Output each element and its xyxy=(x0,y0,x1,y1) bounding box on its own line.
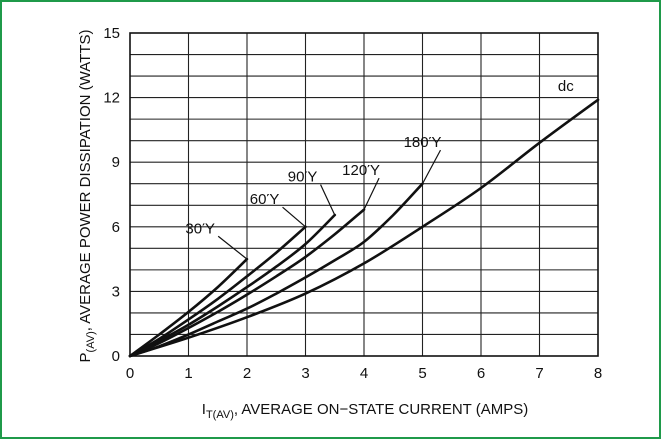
x-tick-label: 8 xyxy=(594,365,602,382)
curve-label: 120Ύ xyxy=(342,162,380,179)
curve-label: 90Ύ xyxy=(288,169,318,186)
plot-border xyxy=(129,32,599,357)
label-leader-line xyxy=(320,184,336,216)
x-tick-label: 2 xyxy=(243,365,251,382)
x-tick-label: 5 xyxy=(418,365,426,382)
x-tick-label: 1 xyxy=(184,365,192,382)
curve-label: dc xyxy=(558,78,574,95)
curve-120Ύ xyxy=(128,208,366,358)
x-axis-title: IT(AV), AVERAGE ON−STATE CURRENT (AMPS) xyxy=(202,401,528,421)
x-tick-label: 0 xyxy=(126,365,134,382)
curve-label: 60Ύ xyxy=(250,191,280,208)
x-tick-label: 6 xyxy=(477,365,485,382)
label-leader-line xyxy=(421,149,442,185)
curves xyxy=(128,98,600,358)
y-tick-label: 9 xyxy=(112,154,120,171)
grid xyxy=(129,32,599,357)
y-tick-label: 6 xyxy=(112,219,120,236)
x-tick-label: 3 xyxy=(301,365,309,382)
label-leader-line xyxy=(363,177,380,210)
y-tick-label: 3 xyxy=(112,283,120,300)
curve-180Ύ xyxy=(128,182,424,358)
y-tick-label: 15 xyxy=(103,25,120,42)
curve-labels: 30Ύ 60Ύ 90Ύ 120Ύ 180Ύ dc xyxy=(185,78,574,260)
curve-90Ύ xyxy=(128,213,337,358)
curve-30Ύ xyxy=(128,257,249,358)
label-leader-line xyxy=(282,206,306,228)
label-leader-line xyxy=(217,235,248,260)
x-tick-label: 7 xyxy=(535,365,543,382)
curve-label: 180Ύ xyxy=(404,134,442,151)
curve-dc xyxy=(128,98,600,358)
y-tick-label: 12 xyxy=(103,90,120,107)
y-tick-label: 0 xyxy=(112,348,120,365)
y-axis-title: P(AV), AVERAGE POWER DISSIPATION (WATTS) xyxy=(77,30,97,363)
curve-label: 30Ύ xyxy=(185,220,215,237)
curve-60Ύ xyxy=(128,225,307,358)
x-tick-label: 4 xyxy=(360,365,368,382)
